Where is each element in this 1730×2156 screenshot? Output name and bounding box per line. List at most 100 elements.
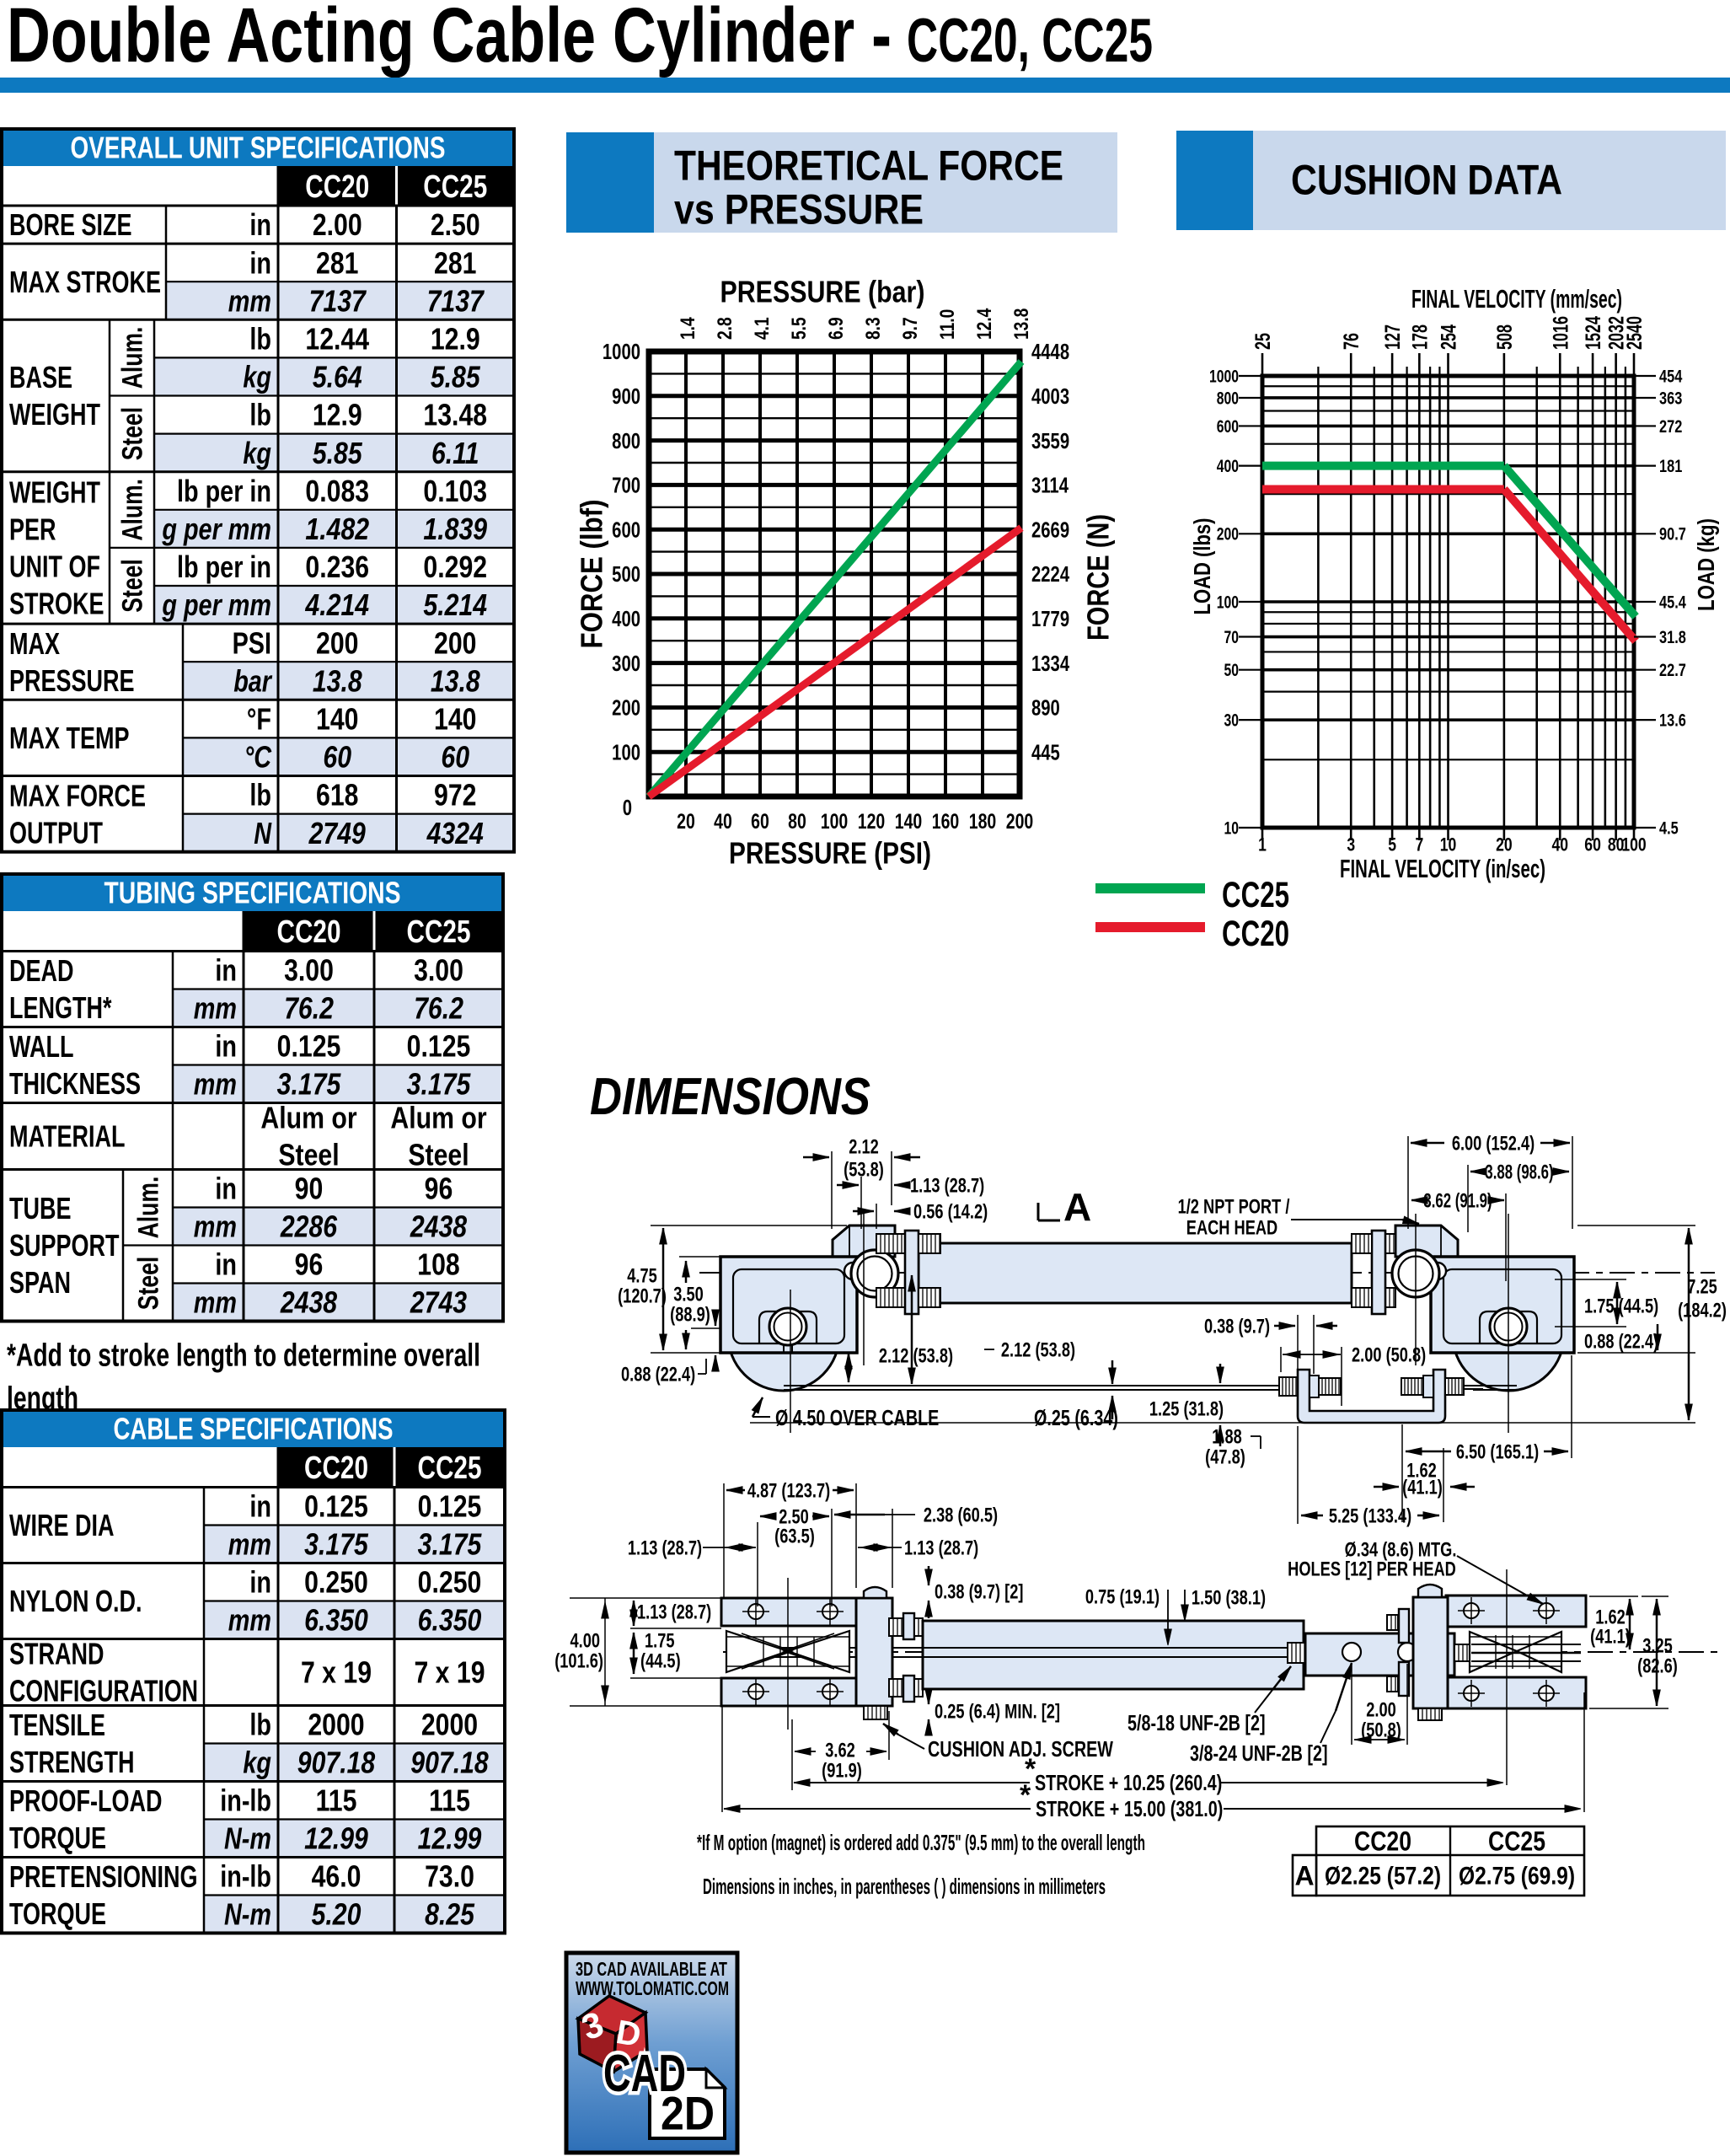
svg-text:4324: 4324	[426, 816, 484, 850]
svg-text:THEORETICAL FORCE: THEORETICAL FORCE	[674, 142, 1063, 190]
svg-text:1: 1	[1258, 834, 1267, 855]
svg-text:LOAD (lbs): LOAD (lbs)	[1189, 518, 1215, 615]
svg-text:10: 10	[1224, 818, 1239, 838]
svg-text:Alum.: Alum.	[116, 479, 148, 541]
svg-text:CAD: CAD	[603, 2045, 686, 2103]
svg-text:5: 5	[1388, 834, 1396, 855]
svg-text:140: 140	[895, 810, 923, 834]
svg-text:in: in	[215, 1029, 237, 1064]
svg-text:0.292: 0.292	[423, 550, 487, 584]
svg-text:4.00: 4.00	[570, 1629, 600, 1652]
svg-text:in: in	[215, 953, 237, 988]
svg-text:5.20: 5.20	[312, 1897, 362, 1932]
svg-text:(53.8): (53.8)	[844, 1158, 884, 1181]
svg-text:12.99: 12.99	[418, 1821, 482, 1856]
svg-text:mm: mm	[194, 991, 237, 1026]
svg-text:PRESSURE (PSI): PRESSURE (PSI)	[729, 836, 931, 871]
svg-text:2438: 2438	[280, 1285, 337, 1320]
svg-text:BASE: BASE	[9, 360, 72, 394]
svg-text:WEIGHT: WEIGHT	[9, 475, 100, 510]
svg-text:2.12 (53.8): 2.12 (53.8)	[1001, 1338, 1075, 1361]
svg-text:254: 254	[1438, 324, 1461, 350]
svg-text:PER: PER	[9, 512, 56, 547]
svg-text:0.125: 0.125	[407, 1029, 471, 1064]
svg-text:3.175: 3.175	[277, 1067, 341, 1102]
svg-text:20: 20	[677, 810, 695, 834]
svg-text:WEIGHT: WEIGHT	[9, 397, 100, 432]
svg-text:7137: 7137	[427, 283, 485, 318]
svg-text:1.839: 1.839	[423, 512, 487, 546]
svg-text:1779: 1779	[1031, 606, 1069, 631]
svg-text:700: 700	[612, 473, 640, 498]
svg-text:(41.1): (41.1)	[1402, 1476, 1443, 1499]
svg-text:3.175: 3.175	[418, 1527, 482, 1562]
svg-text:(44.5): (44.5)	[640, 1649, 681, 1672]
svg-text:60: 60	[441, 740, 469, 775]
svg-text:vs PRESSURE: vs PRESSURE	[674, 186, 924, 233]
svg-text:Alum.: Alum.	[132, 1177, 164, 1239]
svg-text:4.5: 4.5	[1659, 818, 1679, 838]
svg-text:7.25: 7.25	[1687, 1275, 1717, 1298]
svg-text:1.13 (28.7): 1.13 (28.7)	[904, 1537, 978, 1559]
svg-text:5.5: 5.5	[788, 317, 811, 340]
svg-text:12.44: 12.44	[305, 322, 369, 357]
svg-text:281: 281	[316, 245, 358, 280]
svg-text:1524: 1524	[1582, 316, 1605, 350]
svg-text:200: 200	[1217, 525, 1239, 544]
svg-text:508: 508	[1493, 324, 1517, 350]
svg-text:200: 200	[612, 695, 640, 721]
svg-text:2743: 2743	[410, 1285, 467, 1320]
svg-text:2.8: 2.8	[714, 317, 736, 340]
svg-text:3.62: 3.62	[825, 1739, 854, 1762]
svg-text:13.8: 13.8	[1010, 308, 1033, 340]
svg-text:mm: mm	[228, 1527, 271, 1562]
svg-text:11.0: 11.0	[936, 309, 959, 340]
svg-text:9.7: 9.7	[899, 317, 922, 340]
svg-text:900: 900	[612, 383, 640, 409]
svg-text:A: A	[1063, 1185, 1091, 1229]
svg-text:PROOF-LOAD: PROOF-LOAD	[9, 1783, 162, 1818]
svg-text:140: 140	[434, 702, 476, 737]
svg-text:lb: lb	[249, 322, 271, 357]
svg-text:3.00: 3.00	[414, 953, 463, 988]
svg-text:mm: mm	[228, 1603, 271, 1638]
svg-text:CONFIGURATION: CONFIGURATION	[9, 1674, 198, 1708]
svg-text:CC20: CC20	[305, 169, 369, 205]
svg-text:TORQUE: TORQUE	[9, 1821, 106, 1855]
svg-text:1.75: 1.75	[645, 1629, 674, 1652]
svg-text:13.8: 13.8	[431, 663, 480, 698]
svg-text:(88.9): (88.9)	[670, 1303, 710, 1326]
svg-text:0.125: 0.125	[418, 1489, 482, 1524]
svg-text:Ø2.25 (57.2): Ø2.25 (57.2)	[1325, 1863, 1441, 1891]
svg-text:120: 120	[858, 810, 886, 834]
svg-text:Steel: Steel	[116, 407, 148, 460]
svg-text:0.88 (22.4): 0.88 (22.4)	[1584, 1330, 1658, 1353]
svg-text:in: in	[215, 1247, 237, 1282]
svg-text:890: 890	[1031, 695, 1060, 721]
svg-text:90.7: 90.7	[1659, 525, 1686, 544]
svg-text:CC25: CC25	[1488, 1826, 1545, 1856]
svg-text:3: 3	[1347, 834, 1355, 855]
svg-text:6.00 (152.4): 6.00 (152.4)	[1452, 1132, 1535, 1155]
svg-text:EACH HEAD: EACH HEAD	[1186, 1216, 1277, 1239]
svg-text:76.2: 76.2	[414, 991, 463, 1026]
svg-text:108: 108	[417, 1247, 459, 1282]
svg-text:3559: 3559	[1031, 428, 1069, 453]
svg-text:5/8-18 UNF-2B [2]: 5/8-18 UNF-2B [2]	[1127, 1710, 1266, 1735]
svg-text:180: 180	[969, 810, 997, 834]
svg-text:WALL: WALL	[9, 1029, 73, 1064]
svg-text:0.38 (9.7): 0.38 (9.7)	[1204, 1315, 1270, 1338]
svg-text:HOLES [12] PER HEAD: HOLES [12] PER HEAD	[1288, 1558, 1456, 1580]
svg-text:2000: 2000	[308, 1708, 364, 1742]
svg-text:0: 0	[623, 795, 632, 820]
svg-text:*: *	[1020, 1779, 1031, 1811]
svg-text:8.3: 8.3	[862, 317, 885, 340]
svg-text:NYLON O.D.: NYLON O.D.	[9, 1584, 142, 1618]
svg-text:SUPPORT: SUPPORT	[9, 1228, 120, 1263]
svg-text:1.13 (28.7): 1.13 (28.7)	[628, 1537, 702, 1559]
svg-text:Double Acting Cable Cylinder -: Double Acting Cable Cylinder -	[7, 0, 892, 78]
svg-text:22.7: 22.7	[1659, 661, 1686, 680]
svg-text:kg: kg	[243, 436, 271, 470]
svg-text:OUTPUT: OUTPUT	[9, 815, 103, 850]
svg-text:mm: mm	[194, 1067, 237, 1102]
